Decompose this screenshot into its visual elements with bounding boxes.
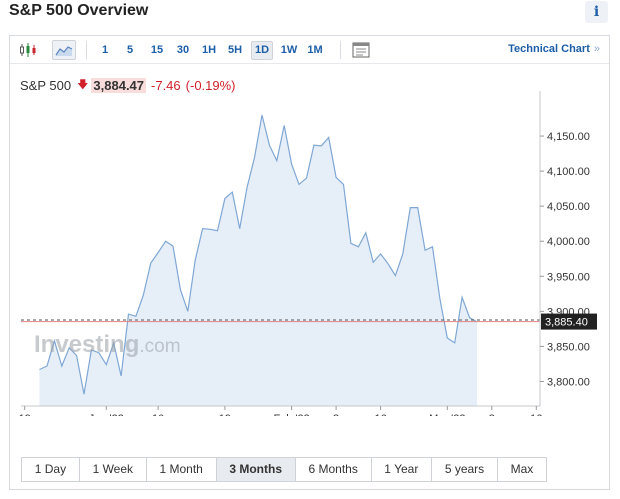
period-1m[interactable]: 1M bbox=[307, 44, 323, 56]
x-tick-label: 8 bbox=[489, 413, 495, 416]
price-chart[interactable]: Investing.com 3,800.003,850.003,900.003,… bbox=[10, 36, 609, 416]
y-tick-label: 4,150.00 bbox=[547, 131, 590, 143]
chart-toolbar: 1 5 15 30 1H 5H 1D 1W 1M Technical Chart… bbox=[10, 36, 609, 64]
range-max[interactable]: Max bbox=[497, 458, 547, 481]
y-tick-label: 4,000.00 bbox=[547, 236, 590, 248]
svg-text:3,885.40: 3,885.40 bbox=[545, 317, 588, 329]
area-chart-icon[interactable] bbox=[52, 40, 76, 60]
toolbar-divider bbox=[86, 41, 87, 59]
x-tick-label: Jan '23 bbox=[89, 413, 124, 416]
last-price-label: 3,885.40 bbox=[541, 313, 597, 330]
y-tick-label: 4,100.00 bbox=[547, 166, 590, 178]
x-tick-label: Feb '23 bbox=[273, 413, 309, 416]
x-tick-label: 16 bbox=[530, 413, 542, 416]
index-name: S&P 500 bbox=[20, 77, 72, 93]
x-tick-label: 10 bbox=[152, 413, 164, 416]
range-1-day[interactable]: 1 Day bbox=[22, 458, 80, 481]
period-30[interactable]: 30 bbox=[176, 44, 190, 56]
range-1-week[interactable]: 1 Week bbox=[79, 458, 147, 481]
x-tick-label: 19 bbox=[19, 413, 31, 416]
candlestick-icon[interactable] bbox=[16, 40, 40, 60]
y-tick-label: 3,850.00 bbox=[547, 341, 590, 353]
y-tick-label: 3,800.00 bbox=[547, 376, 590, 388]
quote-header: S&P 500 🡇 3,884.47 -7.46 (-0.19%) bbox=[20, 76, 236, 94]
range-3-months[interactable]: 3 Months bbox=[216, 458, 296, 481]
x-tick-label: 8 bbox=[333, 413, 339, 416]
down-arrow-icon: 🡇 bbox=[77, 78, 89, 91]
price-line bbox=[39, 114, 478, 395]
x-tick-label: 16 bbox=[374, 413, 386, 416]
period-1h[interactable]: 1H bbox=[201, 44, 217, 56]
price-area-fill bbox=[39, 115, 477, 406]
last-price: 3,884.47 bbox=[91, 77, 147, 93]
range-1-year[interactable]: 1 Year bbox=[371, 458, 433, 481]
price-change-percent: (-0.19%) bbox=[185, 77, 236, 93]
toolbar-divider bbox=[340, 41, 341, 59]
period-5[interactable]: 5 bbox=[126, 44, 134, 56]
technical-chart-link[interactable]: Technical Chart» bbox=[508, 43, 600, 55]
x-tick-label: Mar '23 bbox=[429, 413, 465, 416]
price-change: -7.46 bbox=[151, 77, 181, 93]
info-icon[interactable]: i bbox=[585, 1, 608, 23]
range-1-month[interactable]: 1 Month bbox=[146, 458, 217, 481]
y-tick-label: 3,950.00 bbox=[547, 271, 590, 283]
range-6-months[interactable]: 6 Months bbox=[295, 458, 372, 481]
double-chevron-right-icon: » bbox=[593, 43, 600, 55]
period-1[interactable]: 1 bbox=[101, 44, 109, 56]
y-tick-label: 4,050.00 bbox=[547, 201, 590, 213]
chart-widget: 1 5 15 30 1H 5H 1D 1W 1M Technical Chart… bbox=[9, 35, 610, 490]
period-15[interactable]: 15 bbox=[150, 44, 164, 56]
x-tick-label: 19 bbox=[219, 413, 231, 416]
page-title: S&P 500 Overview bbox=[9, 2, 149, 19]
chart-settings-icon[interactable] bbox=[349, 40, 373, 60]
period-1w[interactable]: 1W bbox=[280, 44, 298, 56]
range-5-years[interactable]: 5 years bbox=[432, 458, 498, 481]
investing-watermark: Investing.com bbox=[34, 331, 181, 358]
period-1d[interactable]: 1D bbox=[251, 41, 273, 60]
time-range-selector: 1 Day 1 Week 1 Month 3 Months 6 Months 1… bbox=[21, 457, 547, 482]
technical-chart-label: Technical Chart bbox=[508, 43, 590, 55]
period-5h[interactable]: 5H bbox=[227, 44, 243, 56]
